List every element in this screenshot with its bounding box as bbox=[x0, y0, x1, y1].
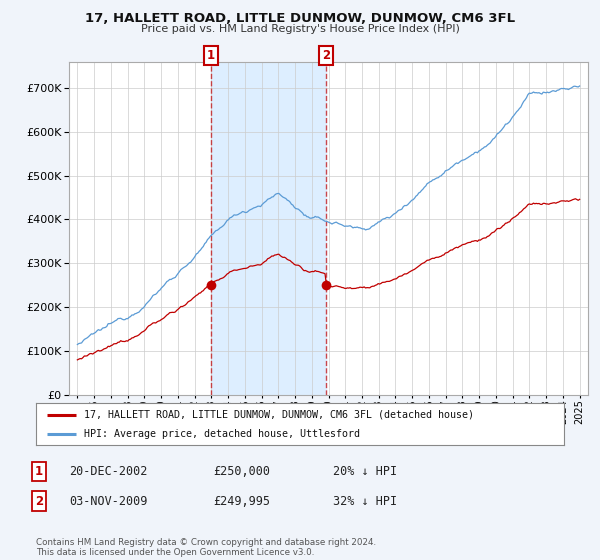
Text: 1: 1 bbox=[207, 49, 215, 62]
Text: 20-DEC-2002: 20-DEC-2002 bbox=[69, 465, 148, 478]
Text: 17, HALLETT ROAD, LITTLE DUNMOW, DUNMOW, CM6 3FL: 17, HALLETT ROAD, LITTLE DUNMOW, DUNMOW,… bbox=[85, 12, 515, 25]
Text: 17, HALLETT ROAD, LITTLE DUNMOW, DUNMOW, CM6 3FL (detached house): 17, HALLETT ROAD, LITTLE DUNMOW, DUNMOW,… bbox=[83, 409, 473, 419]
Text: 20% ↓ HPI: 20% ↓ HPI bbox=[333, 465, 397, 478]
Bar bbox=[211, 62, 326, 395]
Text: 2: 2 bbox=[322, 49, 330, 62]
Text: 1: 1 bbox=[35, 465, 43, 478]
Text: 2: 2 bbox=[35, 494, 43, 508]
Text: HPI: Average price, detached house, Uttlesford: HPI: Average price, detached house, Uttl… bbox=[83, 429, 359, 439]
Text: 03-NOV-2009: 03-NOV-2009 bbox=[69, 494, 148, 508]
Text: Contains HM Land Registry data © Crown copyright and database right 2024.
This d: Contains HM Land Registry data © Crown c… bbox=[36, 538, 376, 557]
Text: Price paid vs. HM Land Registry's House Price Index (HPI): Price paid vs. HM Land Registry's House … bbox=[140, 24, 460, 34]
Text: £249,995: £249,995 bbox=[213, 494, 270, 508]
Text: £250,000: £250,000 bbox=[213, 465, 270, 478]
Text: 32% ↓ HPI: 32% ↓ HPI bbox=[333, 494, 397, 508]
